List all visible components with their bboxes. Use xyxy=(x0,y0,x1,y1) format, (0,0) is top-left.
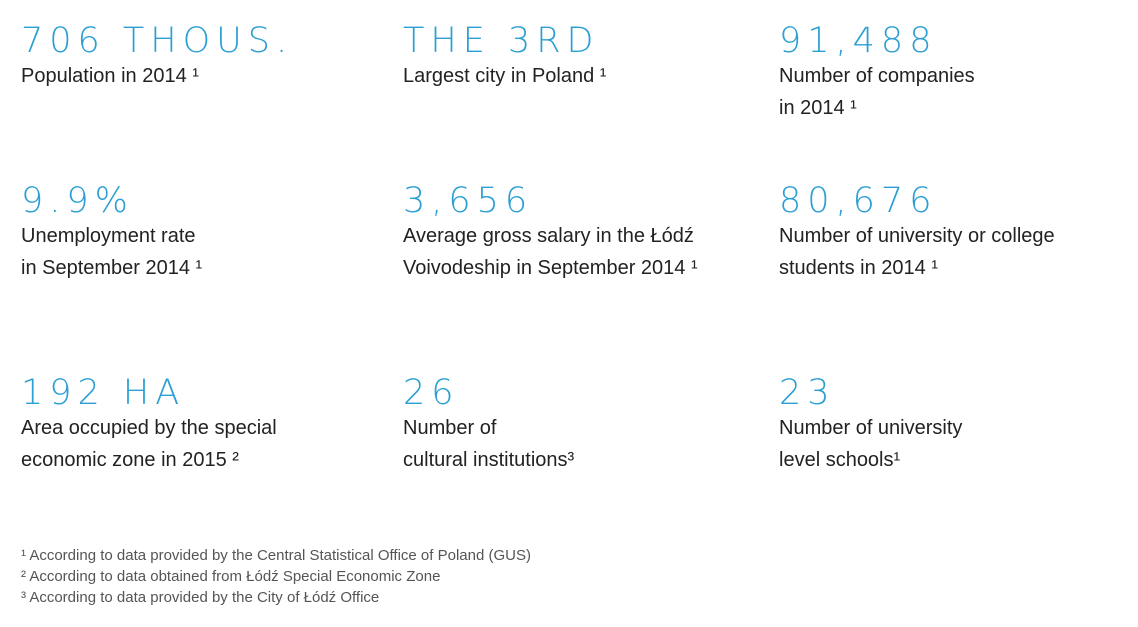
stat-label: Average gross salary in the Łódź Voivode… xyxy=(403,225,698,279)
stat-cultural-institutions: 26 Number of cultural institutions³ xyxy=(403,374,574,476)
stat-students: 80,676 Number of university or college s… xyxy=(779,182,1055,284)
stat-label: Number of university or college students… xyxy=(779,225,1055,279)
footnote-gus: ¹ According to data provided by the Cent… xyxy=(21,547,531,564)
stat-companies: 91,488 Number of companies in 2014 ¹ xyxy=(779,22,975,124)
stat-city-rank: THE 3RD Largest city in Poland ¹ xyxy=(403,22,606,92)
footnote-city-office: ³ According to data provided by the City… xyxy=(21,589,380,606)
stat-label: Area occupied by the special economic zo… xyxy=(21,417,277,471)
stat-economic-zone: 192 HA Area occupied by the special econ… xyxy=(21,374,277,476)
stat-value: THE 3RD xyxy=(403,21,600,61)
stat-label: Number of cultural institutions³ xyxy=(403,417,575,471)
stat-salary: 3,656 Average gross salary in the Łódź V… xyxy=(403,182,698,284)
stat-value: 80,676 xyxy=(779,181,938,221)
stat-value: 3,656 xyxy=(403,181,534,221)
stat-label: Number of companies in 2014 ¹ xyxy=(779,65,975,119)
stat-unemployment: 9.9% Unemployment rate in September 2014… xyxy=(21,182,202,284)
footnote-sez: ² According to data obtained from Łódź S… xyxy=(21,568,441,585)
stat-value: 9.9% xyxy=(21,181,134,221)
stat-value: 26 xyxy=(403,373,460,413)
stat-label: Number of university level schools¹ xyxy=(779,417,963,471)
stat-label: Largest city in Poland ¹ xyxy=(403,65,607,87)
stat-value: 91,488 xyxy=(779,21,938,61)
stat-label: Population in 2014 ¹ xyxy=(21,65,199,87)
stat-value: 192 HA xyxy=(21,373,186,413)
stat-value: 706 THOUS. xyxy=(21,21,294,61)
stat-university-schools: 23 Number of university level schools¹ xyxy=(779,374,962,476)
stat-label: Unemployment rate in September 2014 ¹ xyxy=(21,225,203,279)
stat-value: 23 xyxy=(779,373,836,413)
stat-population: 706 THOUS. Population in 2014 ¹ xyxy=(21,22,293,92)
footnotes: ¹ According to data provided by the Cent… xyxy=(21,545,531,608)
